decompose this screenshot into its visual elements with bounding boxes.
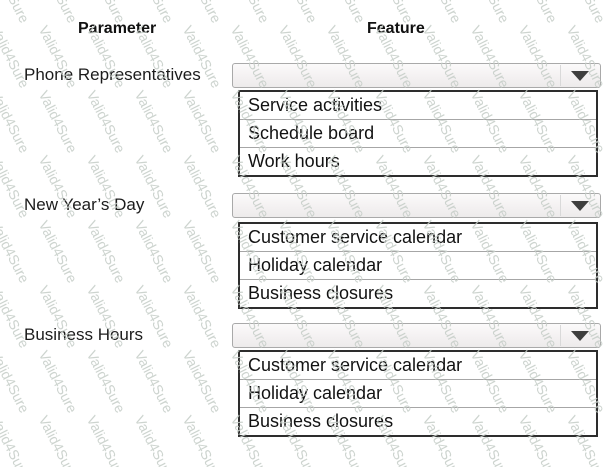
option-item[interactable]: Service activities (240, 92, 596, 120)
watermark-text: Valid4Sure (132, 413, 177, 467)
watermark-text: Valid4Sure (132, 218, 177, 285)
watermark-text: Valid4Sure (0, 0, 33, 25)
feature-dropdown-new-years-day[interactable] (232, 193, 601, 218)
options-listbox-business-hours: Customer service calendar Holiday calend… (238, 350, 598, 437)
watermark-text: Valid4Sure (180, 413, 225, 467)
watermark-text: Valid4Sure (36, 0, 81, 25)
watermark-text: Valid4Sure (324, 0, 369, 25)
watermark-text: Valid4Sure (180, 0, 225, 25)
watermark-text: Valid4Sure (0, 88, 33, 155)
watermark-text: Valid4Sure (0, 218, 33, 285)
options-listbox-new-years-day: Customer service calendar Holiday calend… (238, 222, 598, 309)
feature-dropdown-phone-representatives[interactable] (232, 63, 601, 88)
watermark-text: Valid4Sure (0, 348, 33, 415)
parameter-label-new-years-day: New Year’s Day (24, 195, 145, 214)
watermark-text: Valid4Sure (36, 413, 81, 467)
watermark-text: Valid4Sure (36, 348, 81, 415)
parameter-label-phone-representatives: Phone Representatives (24, 65, 201, 84)
watermark-text: Valid4Sure (420, 0, 465, 25)
option-item[interactable]: Business closures (248, 411, 394, 431)
watermark-text: Valid4Sure (84, 348, 129, 415)
caret-down-icon (571, 330, 589, 341)
column-header-parameter: Parameter (78, 20, 157, 37)
watermark-text: Valid4Sure (516, 0, 561, 25)
dropdown-arrow-button[interactable] (560, 195, 599, 216)
watermark-text: Valid4Sure (180, 153, 225, 220)
caret-down-icon (571, 70, 589, 81)
option-item[interactable]: Holiday calendar (240, 252, 596, 280)
watermark-text: Valid4Sure (276, 0, 321, 25)
watermark-text: Valid4Sure (180, 218, 225, 285)
watermark-text: Valid4Sure (564, 0, 609, 25)
watermark-text: Valid4Sure (132, 348, 177, 415)
watermark-text: Valid4Sure (132, 88, 177, 155)
feature-dropdown-business-hours[interactable] (232, 323, 601, 348)
dropdown-arrow-button[interactable] (560, 325, 599, 346)
watermark-text: Valid4Sure (36, 88, 81, 155)
option-item[interactable]: Customer service calendar (240, 224, 596, 252)
watermark-text: Valid4Sure (180, 283, 225, 350)
watermark-text: Valid4Sure (180, 88, 225, 155)
watermark-text: Valid4Sure (180, 348, 225, 415)
option-item[interactable]: Work hours (248, 151, 340, 171)
watermark-text: Valid4Sure (468, 0, 513, 25)
watermark-text: Valid4Sure (84, 218, 129, 285)
watermark-text: Valid4Sure (84, 88, 129, 155)
option-item[interactable]: Business closures (248, 283, 394, 303)
watermark-text: Valid4Sure (228, 0, 273, 25)
option-item[interactable]: Schedule board (240, 120, 596, 148)
column-header-feature: Feature (367, 20, 425, 37)
dropdown-arrow-button[interactable] (560, 65, 599, 86)
parameter-label-business-hours: Business Hours (24, 325, 144, 344)
caret-down-icon (571, 200, 589, 211)
watermark-text: Valid4Sure (36, 218, 81, 285)
option-item[interactable]: Customer service calendar (240, 352, 596, 380)
watermark-text: Valid4Sure (84, 413, 129, 467)
options-listbox-phone-representatives: Service activities Schedule board Work h… (238, 90, 598, 177)
option-item[interactable]: Holiday calendar (240, 380, 596, 408)
watermark-text: Valid4Sure (0, 413, 33, 467)
